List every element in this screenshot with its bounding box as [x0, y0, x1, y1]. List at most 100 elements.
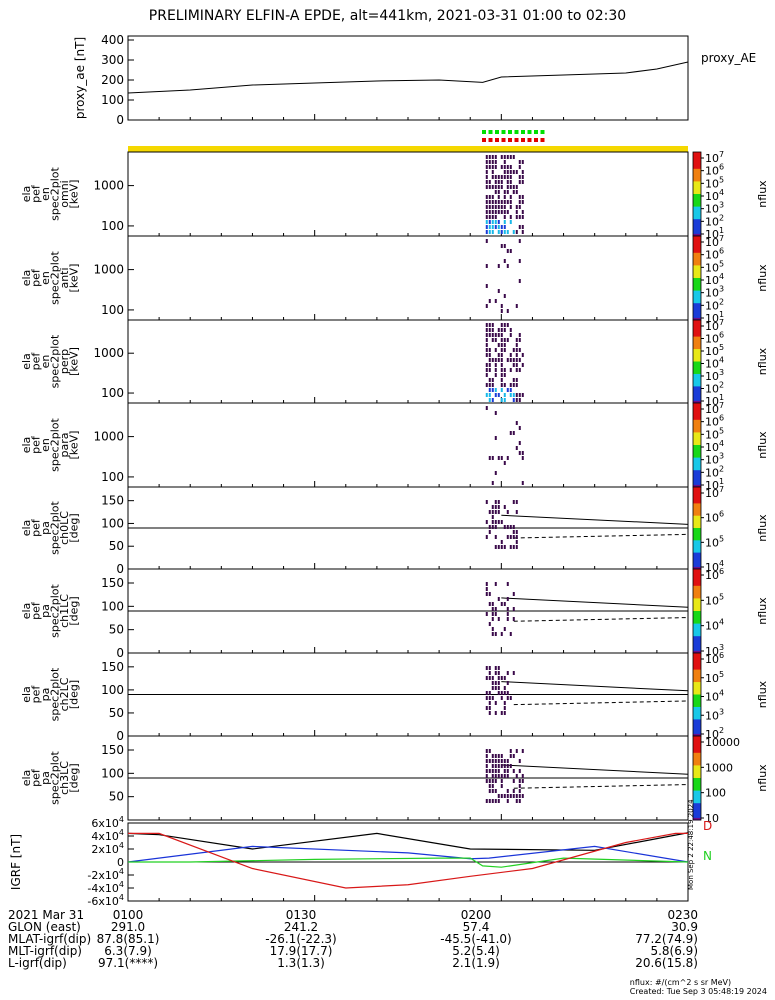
ephemeris-row-label: MLAT-igrf(dip) [8, 932, 92, 946]
spectrogram-pixel [509, 215, 512, 219]
colorbar-cell [693, 482, 701, 486]
spectrogram-pixel [491, 789, 494, 793]
spectrogram-ytick-label: 0 [116, 562, 124, 576]
spectrogram-pixel [497, 180, 500, 184]
spectrogram-pixel [500, 632, 503, 636]
spectrogram-ylabel: ch1LC [58, 594, 71, 628]
spectrogram-pixel [512, 617, 515, 621]
colorbar-cell [693, 453, 701, 456]
colorbar-cell [693, 530, 701, 533]
spectrogram-pixel [485, 338, 488, 342]
spectrogram-pixel [485, 799, 488, 803]
ephemeris-row-label: MLT-igrf(dip) [8, 944, 82, 958]
spectrogram-pixel [521, 230, 524, 234]
colorbar-cell [693, 744, 701, 747]
colorbar-cell [693, 390, 701, 394]
colorbar-tick-label: 101 [705, 477, 724, 492]
spectrogram-pixel [497, 794, 500, 798]
loss-cone-line [501, 681, 689, 692]
spectrogram-pixel [497, 353, 500, 357]
colorbar-cell [693, 634, 701, 637]
igrf-ytick-label: 2x104 [91, 841, 124, 856]
spectrogram-pixel [497, 597, 500, 601]
colorbar-cell [693, 528, 701, 531]
spectrogram-pixel [500, 304, 503, 308]
spectrogram-pixel [515, 348, 518, 352]
colorbar-cell [693, 538, 701, 541]
spectrogram-pixel [518, 794, 521, 798]
colorbar-cell [693, 560, 701, 564]
spectrogram-pixel [521, 215, 524, 219]
spectrogram-pixel [485, 210, 488, 214]
colorbar-cell [693, 445, 701, 448]
spectrogram-pixel [494, 510, 497, 514]
spectrogram-pixel [515, 799, 518, 803]
colorbar-frame [692, 735, 702, 821]
spectrogram-pixel [488, 388, 491, 392]
anti-loss-cone-line [513, 784, 689, 789]
spectrogram-pixel [497, 691, 500, 695]
spectrogram-pixel [518, 200, 521, 204]
colorbar-cell [693, 328, 701, 331]
colorbar-cell [693, 152, 701, 155]
colorbar-cell [693, 801, 701, 804]
spectrogram-ylabel: [deg] [68, 763, 81, 792]
sci-zone-marker-green [527, 130, 532, 134]
spectrogram-pixel [500, 323, 503, 327]
spectrogram-pixel [509, 170, 512, 174]
spectrogram-pixel [488, 691, 491, 695]
spectrogram-pixel [509, 525, 512, 529]
colorbar-cell [693, 271, 701, 275]
spectrogram-pixel [497, 225, 500, 229]
spectrogram-pixel [488, 784, 491, 788]
colorbar-cell [693, 166, 701, 170]
colorbar-cell [693, 398, 701, 402]
spectrogram-pixel [494, 155, 497, 159]
colorbar-cell [693, 759, 701, 762]
colorbar-tick-label: 104 [705, 439, 724, 454]
spectrogram-pixel [491, 160, 494, 164]
colorbar-cell [693, 636, 701, 639]
colorbar-label: nflux [756, 764, 769, 792]
spectrogram-pixel [491, 230, 494, 234]
colorbar-tick-label: 105 [705, 534, 724, 549]
spectrogram-pixel [485, 779, 488, 783]
colorbar-cell [693, 617, 701, 620]
spectrogram-pixel [485, 582, 488, 586]
colorbar-cell [693, 513, 701, 517]
colorbar-cell [693, 775, 701, 779]
colorbar-tick-label: 107 [705, 485, 724, 500]
spectrogram-pixel [509, 195, 512, 199]
spectrogram-pixel [491, 769, 494, 773]
sci-zone-marker-green [482, 130, 486, 134]
spectrogram-pixel [509, 383, 512, 387]
igrf-ytick-label: 6x104 [91, 815, 124, 830]
spectrogram-pixel [488, 530, 491, 534]
spectrogram-pixel [494, 500, 497, 504]
spectrogram-pixel [512, 500, 515, 504]
spectrogram-pixel [512, 779, 515, 783]
spectrogram-pixel [485, 165, 488, 169]
spectrogram-pixel [494, 205, 497, 209]
colorbar-cell [693, 259, 701, 262]
spectrogram-pixel [500, 378, 503, 382]
colorbar-cell [693, 158, 701, 161]
colorbar-cell [693, 432, 701, 435]
colorbar-tick-label: 107 [705, 150, 724, 165]
spectrogram-pixel [509, 368, 512, 372]
spectrogram-pixel [500, 328, 503, 332]
spectrogram-pixel [494, 436, 497, 440]
spectrogram-pixel [521, 451, 524, 455]
spectrogram-pixel [491, 175, 494, 179]
colorbar-cell [693, 191, 701, 195]
spectrogram-pixel [491, 378, 494, 382]
colorbar-cell [693, 675, 701, 679]
spectrogram-pixel [500, 205, 503, 209]
spectrogram-pixel [485, 328, 488, 332]
colorbar-cell [693, 340, 701, 344]
sci-zone-marker-red [527, 138, 532, 142]
colorbar-cell [693, 403, 701, 406]
colorbar-cell [693, 548, 701, 552]
spectrogram-pixel [515, 794, 518, 798]
spectrogram-pixel [485, 363, 488, 367]
